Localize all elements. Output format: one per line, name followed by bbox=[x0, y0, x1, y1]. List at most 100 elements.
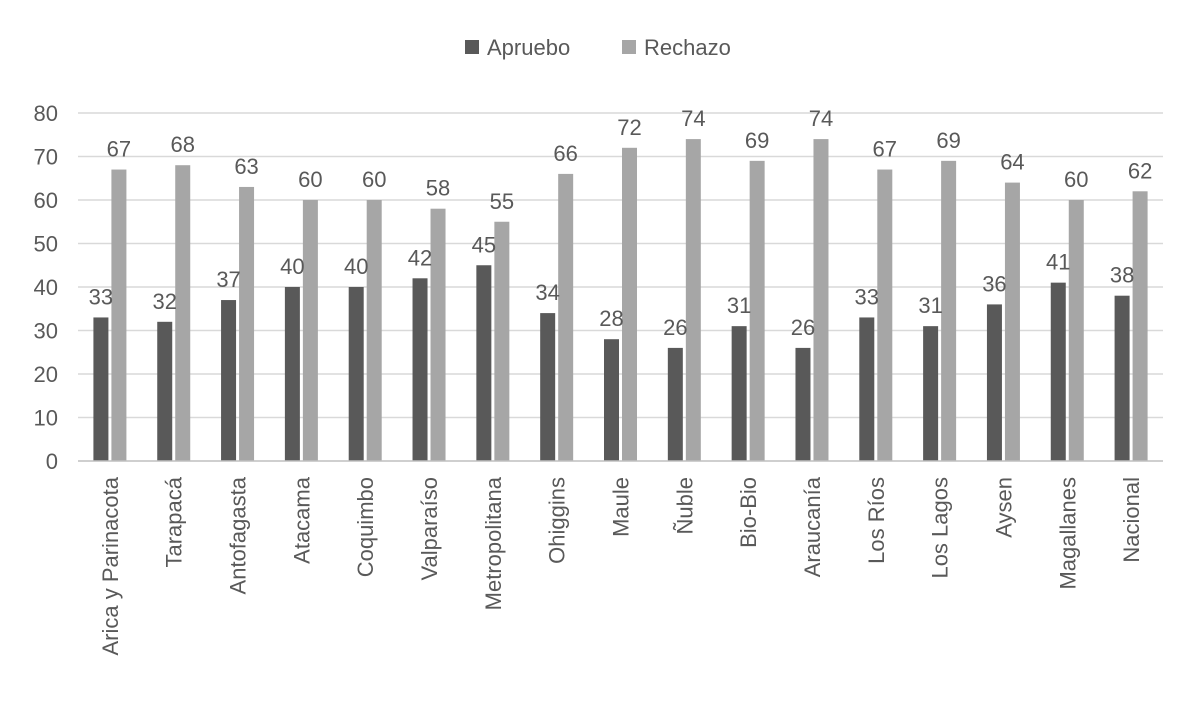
data-label-apruebo: 31 bbox=[727, 293, 751, 318]
y-tick-label: 30 bbox=[34, 319, 58, 344]
bar-rechazo-coquimbo bbox=[366, 200, 382, 461]
x-tick-label: Maule bbox=[609, 477, 634, 537]
y-tick-label: 80 bbox=[34, 101, 58, 126]
legend: Apruebo Rechazo bbox=[465, 35, 731, 60]
data-label-rechazo: 58 bbox=[426, 176, 450, 201]
y-axis: 0 10 20 30 40 50 60 70 80 bbox=[34, 101, 58, 474]
bar-apruebo-nacional bbox=[1114, 295, 1130, 461]
data-label-rechazo: 74 bbox=[809, 106, 833, 131]
data-label-rechazo: 64 bbox=[1000, 150, 1024, 175]
data-label-apruebo: 41 bbox=[1046, 250, 1070, 275]
gridlines bbox=[78, 112, 1163, 419]
data-label-apruebo: 26 bbox=[663, 315, 687, 340]
bar-rechazo-nuble bbox=[685, 139, 701, 461]
x-axis: Arica y Parinacota Tarapacá Antofagasta Ata… bbox=[78, 460, 1163, 656]
y-tick-label: 50 bbox=[34, 232, 58, 257]
legend-swatch-rechazo bbox=[622, 40, 636, 54]
bar-apruebo-maule bbox=[604, 339, 619, 461]
x-tick-label: Coquimbo bbox=[353, 477, 378, 577]
data-label-apruebo: 28 bbox=[599, 306, 623, 331]
x-tick-label: Ohiggins bbox=[545, 477, 570, 564]
x-tick-label: Bio-Bio bbox=[736, 477, 761, 548]
y-tick-label: 10 bbox=[34, 406, 58, 431]
data-label-rechazo: 60 bbox=[298, 167, 322, 192]
data-label-rechazo: 62 bbox=[1128, 158, 1152, 183]
bar-rechazo-atacama bbox=[302, 200, 318, 461]
data-labels: 33 67 32 68 37 63 40 60 40 60 42 58 45 55 34 66 28 72 26 74… bbox=[89, 106, 1153, 340]
data-label-apruebo: 38 bbox=[1110, 263, 1134, 288]
data-label-rechazo: 60 bbox=[1064, 167, 1088, 192]
data-label-apruebo: 31 bbox=[918, 293, 942, 318]
data-label-rechazo: 68 bbox=[170, 132, 194, 157]
bar-rechazo-maule bbox=[622, 147, 637, 462]
bar-rechazo-bio-bio bbox=[749, 160, 765, 461]
data-label-apruebo: 42 bbox=[408, 245, 432, 270]
x-tick-label: Valparaíso bbox=[417, 477, 442, 581]
data-label-rechazo: 67 bbox=[107, 137, 131, 162]
data-label-rechazo: 55 bbox=[490, 189, 514, 214]
legend-label-rechazo: Rechazo bbox=[644, 35, 731, 60]
bar-apruebo-arica-y-parinacota bbox=[93, 317, 109, 461]
data-label-apruebo: 36 bbox=[982, 271, 1006, 296]
x-tick-label: Los Lagos bbox=[928, 477, 953, 579]
data-label-rechazo: 66 bbox=[553, 141, 577, 166]
data-label-rechazo: 67 bbox=[873, 137, 897, 162]
y-tick-label: 20 bbox=[34, 362, 58, 387]
x-tick-label: Arica y Parinacota bbox=[98, 476, 123, 655]
data-label-apruebo: 40 bbox=[280, 254, 304, 279]
bar-apruebo-atacama bbox=[284, 287, 300, 461]
bars bbox=[93, 139, 1148, 462]
x-tick-label: Aysen bbox=[991, 477, 1016, 538]
legend-swatch-apruebo bbox=[465, 40, 479, 54]
bar-rechazo-nacional bbox=[1132, 191, 1148, 462]
data-label-rechazo: 63 bbox=[234, 154, 258, 179]
bar-apruebo-los-lagos bbox=[923, 326, 939, 461]
data-label-rechazo: 69 bbox=[745, 128, 769, 153]
bar-rechazo-metropolitana bbox=[494, 221, 510, 461]
bar-apruebo-valparaiso bbox=[412, 278, 428, 461]
legend-label-apruebo: Apruebo bbox=[487, 35, 570, 60]
x-tick-label: Nacional bbox=[1119, 477, 1144, 563]
data-label-apruebo: 40 bbox=[344, 254, 368, 279]
x-tick-label: Atacama bbox=[289, 476, 314, 564]
data-label-apruebo: 33 bbox=[855, 284, 879, 309]
bar-apruebo-aysen bbox=[986, 304, 1002, 461]
bar-apruebo-magallanes bbox=[1050, 282, 1066, 461]
bar-rechazo-arica-y-parinacota bbox=[111, 169, 127, 462]
x-tick-label: Magallanes bbox=[1055, 477, 1080, 590]
data-label-rechazo: 60 bbox=[362, 167, 386, 192]
bar-rechazo-antofagasta bbox=[239, 186, 255, 461]
bar-apruebo-antofagasta bbox=[221, 300, 237, 461]
bar-rechazo-aysen bbox=[1004, 182, 1020, 461]
x-tick-label: Los Ríos bbox=[864, 477, 889, 564]
bar-apruebo-tarapaca bbox=[157, 321, 173, 461]
y-tick-label: 60 bbox=[34, 188, 58, 213]
x-tick-label: Antofagasta bbox=[226, 476, 251, 594]
data-label-rechazo: 69 bbox=[936, 128, 960, 153]
x-tick-label: Ñuble bbox=[672, 477, 697, 534]
bar-apruebo-nuble bbox=[667, 347, 683, 461]
data-label-rechazo: 74 bbox=[681, 106, 705, 131]
bar-rechazo-los-rios bbox=[877, 169, 893, 462]
data-label-apruebo: 33 bbox=[89, 284, 113, 309]
bar-rechazo-araucania bbox=[813, 139, 829, 461]
bar-rechazo-valparaiso bbox=[430, 208, 446, 461]
y-tick-label: 70 bbox=[34, 145, 58, 170]
y-tick-label: 0 bbox=[46, 449, 58, 474]
x-tick-label: Metropolitana bbox=[481, 476, 506, 610]
data-label-rechazo: 72 bbox=[617, 115, 641, 140]
x-tick-label: Tarapacá bbox=[162, 476, 187, 567]
bar-apruebo-los-rios bbox=[859, 317, 875, 461]
bar-rechazo-ohiggins bbox=[558, 173, 574, 461]
bar-apruebo-araucania bbox=[795, 347, 811, 461]
data-label-apruebo: 37 bbox=[216, 267, 240, 292]
data-label-apruebo: 45 bbox=[472, 232, 496, 257]
data-label-apruebo: 26 bbox=[791, 315, 815, 340]
y-tick-label: 40 bbox=[34, 275, 58, 300]
data-label-apruebo: 32 bbox=[152, 289, 176, 314]
bar-rechazo-tarapaca bbox=[175, 165, 191, 461]
bar-rechazo-los-lagos bbox=[941, 160, 957, 461]
bar-apruebo-coquimbo bbox=[348, 287, 364, 461]
